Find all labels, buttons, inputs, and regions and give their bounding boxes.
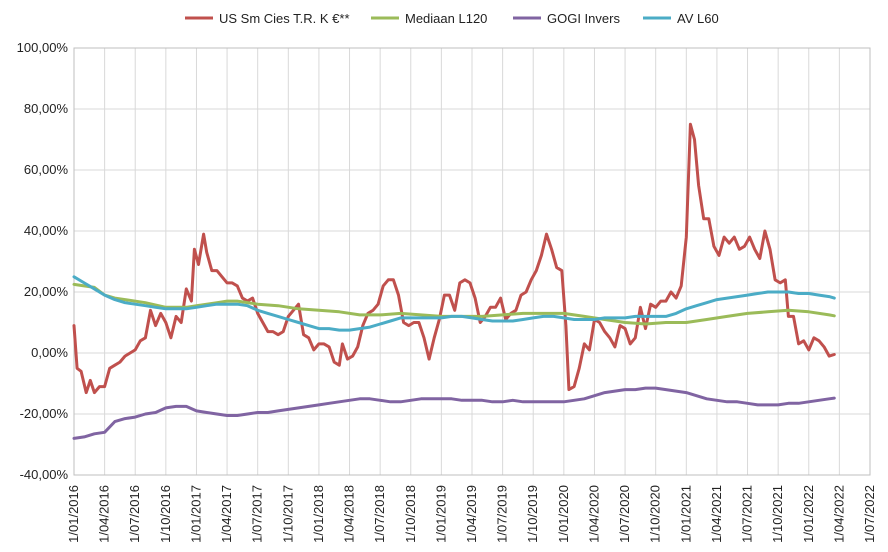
- x-tick-label: 1/01/2017: [188, 485, 203, 543]
- y-tick-label: 0,00%: [31, 345, 68, 360]
- x-tick-label: 1/07/2017: [250, 485, 265, 543]
- x-tick-label: 1/04/2020: [586, 485, 601, 543]
- x-tick-label: 1/10/2016: [158, 485, 173, 543]
- axis-layer: -40,00% -20,00% 0,00% 20,00% 40,00% 60,00% 80,…: [17, 40, 877, 543]
- x-tick-label: 1/04/2022: [831, 485, 846, 543]
- x-tick-label: 1/04/2016: [97, 485, 112, 543]
- x-tick-label: 1/10/2020: [648, 485, 663, 543]
- series-line-gogi-invers: [72, 386, 836, 440]
- legend-label: AV L60: [677, 11, 719, 26]
- x-tick-label: 1/01/2016: [66, 485, 81, 543]
- x-tick-label: 1/01/2018: [311, 485, 326, 543]
- x-tick-label: 1/07/2022: [862, 485, 877, 543]
- x-tick-label: 1/10/2021: [770, 485, 785, 543]
- x-tick-label: 1/01/2022: [801, 485, 816, 543]
- x-tick-label: 1/10/2019: [525, 485, 540, 543]
- series-line-us-sm-cies-t-r-k: [72, 122, 836, 395]
- x-tick-label: 1/04/2017: [219, 485, 234, 543]
- x-tick-label: 1/01/2021: [678, 485, 693, 543]
- x-tick-label: 1/04/2021: [709, 485, 724, 543]
- x-tick-label: 1/07/2019: [495, 485, 510, 543]
- series-line-av-l60: [72, 275, 836, 332]
- x-tick-label: 1/04/2018: [342, 485, 357, 543]
- y-tick-label: 20,00%: [24, 284, 69, 299]
- x-tick-label: 1/07/2021: [740, 485, 755, 543]
- legend-label: US Sm Cies T.R. K €**: [219, 11, 350, 26]
- x-tick-label: 1/04/2019: [464, 485, 479, 543]
- legend-label: Mediaan L120: [405, 11, 487, 26]
- legend-label: GOGI Invers: [547, 11, 620, 26]
- y-tick-label: 60,00%: [24, 162, 69, 177]
- x-tick-label: 1/01/2020: [556, 485, 571, 543]
- y-tick-label: -20,00%: [20, 406, 69, 421]
- legend: US Sm Cies T.R. K €** Mediaan L120 GOGI In…: [185, 11, 719, 26]
- plot-border: [73, 47, 871, 476]
- x-tick-label: 1/07/2020: [617, 485, 632, 543]
- x-tick-label: 1/01/2019: [433, 485, 448, 543]
- x-tick-label: 1/10/2018: [403, 485, 418, 543]
- y-tick-label: -40,00%: [20, 467, 69, 482]
- y-tick-label: 40,00%: [24, 223, 69, 238]
- y-tick-label: 80,00%: [24, 101, 69, 116]
- x-tick-label: 1/07/2018: [372, 485, 387, 543]
- x-tick-label: 1/10/2017: [280, 485, 295, 543]
- series-layer: [72, 122, 836, 440]
- y-tick-label: 100,00%: [17, 40, 69, 55]
- x-tick-label: 1/07/2016: [127, 485, 142, 543]
